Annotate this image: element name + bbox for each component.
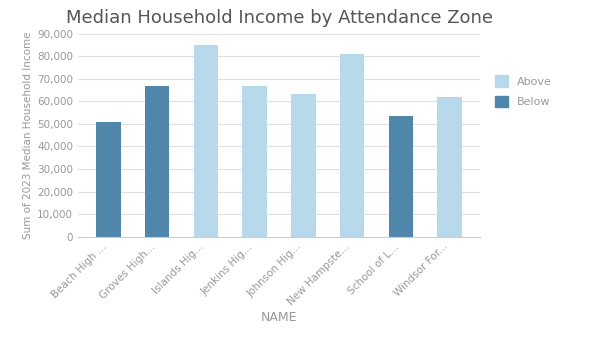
X-axis label: NAME: NAME: [261, 311, 297, 324]
Bar: [96, 122, 121, 237]
Bar: [389, 116, 413, 237]
Bar: [194, 45, 218, 237]
Legend: Above, Below: Above, Below: [490, 70, 558, 113]
Y-axis label: Sum of 2023 Median Household Income: Sum of 2023 Median Household Income: [23, 31, 33, 239]
Bar: [291, 94, 316, 237]
Bar: [340, 54, 364, 237]
Bar: [437, 97, 462, 237]
Bar: [145, 86, 169, 237]
Bar: [242, 86, 267, 237]
Title: Median Household Income by Attendance Zone: Median Household Income by Attendance Zo…: [65, 9, 493, 27]
